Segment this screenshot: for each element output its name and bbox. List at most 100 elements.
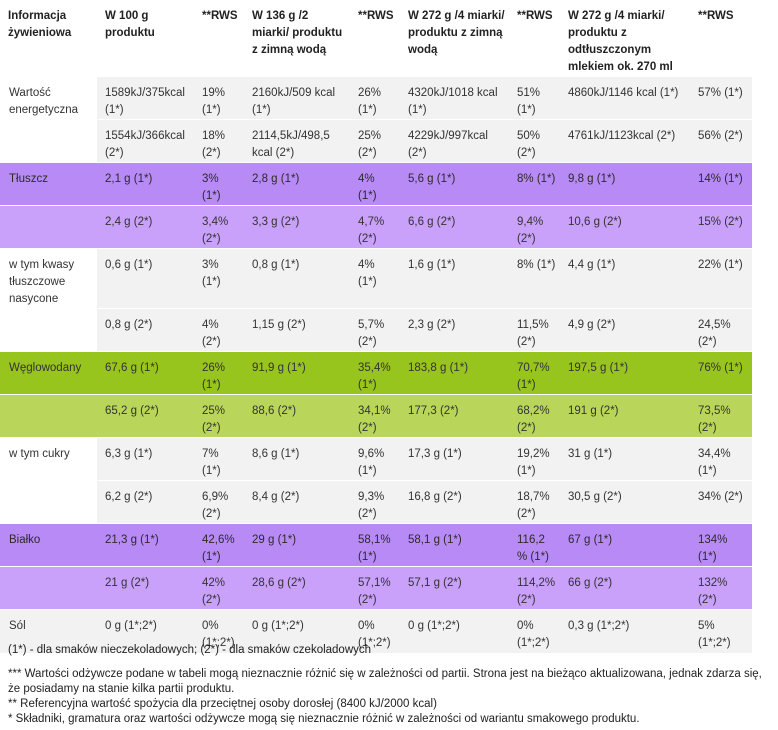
row-label-cell	[0, 394, 97, 438]
value-cell: 4761kJ/1123kcal (2*)	[560, 119, 690, 163]
value-cell: 5,6 g (1*)	[400, 162, 509, 206]
value-cell: 34% (2*)	[690, 480, 752, 524]
value-cell: 4229kJ/997kcal (2*)	[400, 119, 509, 163]
value-cell: 4,7% (2*)	[350, 205, 400, 249]
value-cell: 91,9 g (1*)	[244, 351, 350, 395]
row-label-cell: Węglowodany	[0, 351, 97, 395]
row-label-cell: w tym kwasy tłuszczowe nasycone	[0, 248, 97, 309]
value-cell: 67,6 g (1*)	[97, 351, 194, 395]
row-label-cell	[0, 119, 97, 163]
value-cell: 66 g (2*)	[560, 566, 690, 610]
value-cell: 4,4 g (1*)	[560, 248, 690, 309]
value-cell: 0,3 g (1*;2*)	[560, 609, 690, 653]
row-label-cell: Sól	[0, 609, 97, 653]
value-cell: 19,2% (1*)	[509, 437, 560, 481]
row-label-cell: Wartość energetyczna	[0, 76, 97, 120]
value-cell: 58,1% (1*)	[350, 523, 400, 567]
value-cell: 0,8 g (2*)	[97, 308, 194, 352]
value-cell: 58,1 g (1*)	[400, 523, 509, 567]
table-row: Węglowodany 67,6 g (1*) 26% (1*) 91,9 g (1*…	[0, 351, 752, 395]
value-cell: 42% (2*)	[194, 566, 244, 610]
value-cell: 114,2% (2*)	[509, 566, 560, 610]
value-cell: 3% (1*)	[194, 248, 244, 309]
value-cell: 29 g (1*)	[244, 523, 350, 567]
table-row: 21 g (2*) 42% (2*) 28,6 g (2*) 57,1% (2*) 57…	[0, 566, 752, 610]
value-cell: 0% (1*;2*)	[194, 609, 244, 653]
value-cell: 6,9% (2*)	[194, 480, 244, 524]
row-label-cell	[0, 205, 97, 249]
header-cell: **RWS	[698, 10, 734, 22]
value-cell: 2,4 g (2*)	[97, 205, 194, 249]
value-cell: 57,1 g (2*)	[400, 566, 509, 610]
value-cell: 19% (1*)	[194, 76, 244, 120]
value-cell: 65,2 g (2*)	[97, 394, 194, 438]
table-row: Białko 21,3 g (1*) 42,6% (1*) 29 g (1*) 58,1…	[0, 523, 752, 567]
value-cell: 177,3 (2*)	[400, 394, 509, 438]
value-cell: 76% (1*)	[690, 351, 752, 395]
value-cell: 16,8 g (2*)	[400, 480, 509, 524]
value-cell: 1589kJ/375kcal (1*)	[97, 76, 194, 120]
value-cell: 5% (1*;2*)	[690, 609, 752, 653]
value-cell: 26% (1*)	[350, 76, 400, 120]
header-cell: Informacja żywieniowa	[8, 10, 72, 39]
value-cell: 15% (2*)	[690, 205, 752, 249]
row-label-cell	[0, 308, 97, 352]
value-cell: 2160kJ/509 kcal (1*)	[244, 76, 350, 120]
value-cell: 30,5 g (2*)	[560, 480, 690, 524]
nutrition-table: Informacja żywieniowa W 100 g produktu *…	[0, 10, 752, 653]
value-cell: 18% (2*)	[194, 119, 244, 163]
value-cell: 5,7% (2*)	[350, 308, 400, 352]
value-cell: 2114,5kJ/498,5 kcal (2*)	[244, 119, 350, 163]
value-cell: 116,2 % (1*)	[509, 523, 560, 567]
value-cell: 6,6 g (2*)	[400, 205, 509, 249]
table-row: Tłuszcz 2,1 g (1*) 3% (1*) 2,8 g (1*) 4% (1*…	[0, 162, 752, 206]
header-cell: **RWS	[202, 10, 238, 22]
value-cell: 24,5% (2*)	[690, 308, 752, 352]
value-cell: 21,3 g (1*)	[97, 523, 194, 567]
value-cell: 73,5% (2*)	[690, 394, 752, 438]
footnote-variant: * Składniki, gramatura oraz wartości odż…	[8, 713, 640, 725]
value-cell: 9,3% (2*)	[350, 480, 400, 524]
value-cell: 183,8 g (1*)	[400, 351, 509, 395]
table-row: w tym cukry 6,3 g (1*) 7% (1*) 8,6 g (1*) 9,…	[0, 437, 752, 481]
value-cell: 28,6 g (2*)	[244, 566, 350, 610]
value-cell: 26% (1*)	[194, 351, 244, 395]
value-cell: 191 g (2*)	[560, 394, 690, 438]
value-cell: 8,4 g (2*)	[244, 480, 350, 524]
value-cell: 0,8 g (1*)	[244, 248, 350, 309]
value-cell: 8% (1*)	[509, 248, 560, 309]
value-cell: 8% (1*)	[509, 162, 560, 206]
value-cell: 0,6 g (1*)	[97, 248, 194, 309]
value-cell: 68,2% (2*)	[509, 394, 560, 438]
footnotes: (1*) - dla smaków nieczekoladowych; (2*)…	[8, 643, 768, 727]
row-label-cell: Białko	[0, 523, 97, 567]
value-cell: 57,1% (2*)	[350, 566, 400, 610]
value-cell: 18,7% (2*)	[509, 480, 560, 524]
value-cell: 134% (1*)	[690, 523, 752, 567]
value-cell: 0 g (1*;2*)	[244, 609, 350, 653]
value-cell: 1,6 g (1*)	[400, 248, 509, 309]
value-cell: 56% (2*)	[690, 119, 752, 163]
footnote-partial: *** Wartości odżywcze podane w tabeli mo…	[8, 668, 762, 695]
value-cell: 6,3 g (1*)	[97, 437, 194, 481]
value-cell: 2,3 g (2*)	[400, 308, 509, 352]
header-cell: **RWS	[517, 10, 553, 22]
value-cell: 3,3 g (2*)	[244, 205, 350, 249]
value-cell: 17,3 g (1*)	[400, 437, 509, 481]
value-cell: 10,6 g (2*)	[560, 205, 690, 249]
value-cell: 6,2 g (2*)	[97, 480, 194, 524]
value-cell: 25% (2*)	[350, 119, 400, 163]
value-cell: 0 g (1*;2*)	[400, 609, 509, 653]
value-cell: 4% (1*)	[350, 162, 400, 206]
table-body: Wartość energetyczna 1589kJ/375kcal (1*) 1…	[0, 76, 752, 653]
value-cell: 42,6% (1*)	[194, 523, 244, 567]
header-cell: W 100 g produktu	[105, 10, 155, 39]
value-cell: 34,1% (2*)	[350, 394, 400, 438]
table-row: Sól 0 g (1*;2*) 0% (1*;2*) 0 g (1*;2*) 0% (1…	[0, 609, 752, 653]
value-cell: 11,5% (2*)	[509, 308, 560, 352]
table-row: 65,2 g (2*) 25% (2*) 88,6 (2*) 34,1% (2*) 17…	[0, 394, 752, 438]
value-cell: 0 g (1*;2*)	[97, 609, 194, 653]
value-cell: 2,1 g (1*)	[97, 162, 194, 206]
footnote-flavors: (1*) - dla smaków nieczekoladowych; (2*)…	[8, 644, 372, 656]
